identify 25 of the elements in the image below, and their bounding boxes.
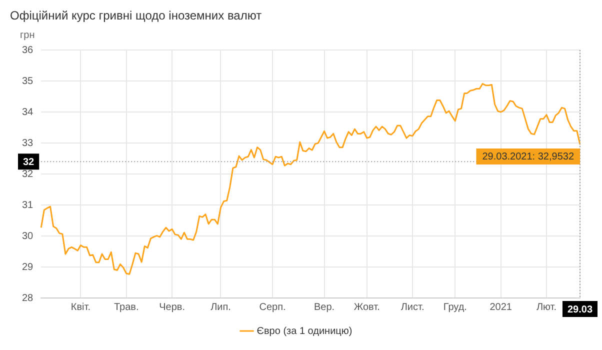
y-tick-label: 36	[22, 44, 34, 56]
annotation: 29.03.2021: 32,9532	[482, 152, 574, 163]
y-tick-label: 28	[22, 292, 34, 304]
x-tick-label: Черв.	[159, 302, 185, 313]
chart-title: Офіційний курс гривні щодо іноземних валют	[10, 8, 262, 22]
y-tick-label: 29	[22, 262, 34, 273]
y-axis-title: грн	[20, 30, 35, 41]
y-tick-label: 32	[22, 168, 34, 180]
y-tick-label: 31	[22, 200, 34, 211]
y-tick-label: 35	[22, 76, 34, 87]
x-tick-label: Трав.	[114, 302, 139, 313]
y-tick-label: 30	[22, 230, 34, 242]
x-tick-label: Квіт.	[70, 302, 91, 313]
x-tick-label: Жовт.	[354, 302, 380, 313]
x-tick-label: Груд.	[443, 302, 467, 313]
x-tick-label: Вер.	[314, 302, 335, 313]
x-tick-label: Лист.	[400, 302, 424, 313]
x-tick-label: 29.03	[567, 304, 593, 316]
x-tick-label: Лют.	[536, 302, 557, 313]
x-tick-label: Лип.	[210, 302, 231, 313]
y-tick-label: 34	[22, 106, 34, 118]
x-tick-label: 2021	[490, 302, 512, 313]
legend-label: Євро (за 1 одиницю)	[256, 326, 352, 337]
y-tick-label: 33	[22, 138, 34, 149]
x-tick-label: Серп.	[259, 302, 286, 313]
